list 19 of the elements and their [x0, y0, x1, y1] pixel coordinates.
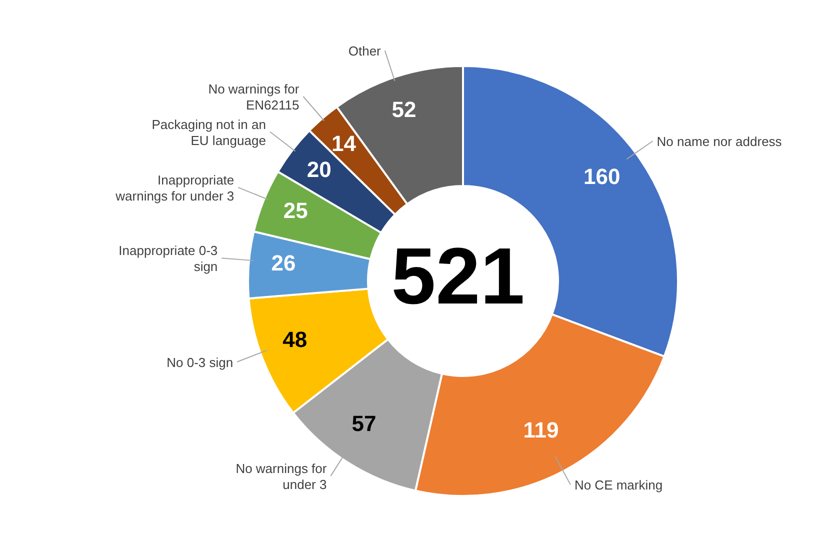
- data-label: 52: [392, 97, 416, 122]
- data-label: 25: [283, 198, 308, 224]
- data-label: 57: [352, 411, 376, 436]
- data-label: 160: [583, 164, 620, 189]
- slice-label: No warnings for EN62115: [208, 81, 300, 112]
- text: 521: [391, 232, 525, 320]
- slice-label: No 0-3 sign: [166, 354, 234, 370]
- data-label: 119: [523, 418, 559, 443]
- slice-label: Inappropriate 0-3 sign: [118, 242, 218, 274]
- data-label: 14: [331, 130, 357, 156]
- slice-label: Packaging not in an EU language: [152, 116, 266, 148]
- slice-label: Other: [348, 43, 382, 58]
- data-label: 26: [271, 250, 296, 276]
- slice-label: Inappropriate warnings for under 3: [114, 172, 234, 203]
- data-label: 20: [306, 157, 332, 182]
- data-label: 48: [282, 326, 308, 352]
- slice-label: No CE marking: [574, 477, 663, 492]
- slice-label: No warnings for under 3: [236, 460, 328, 492]
- slice-label: No name nor address: [656, 134, 782, 149]
